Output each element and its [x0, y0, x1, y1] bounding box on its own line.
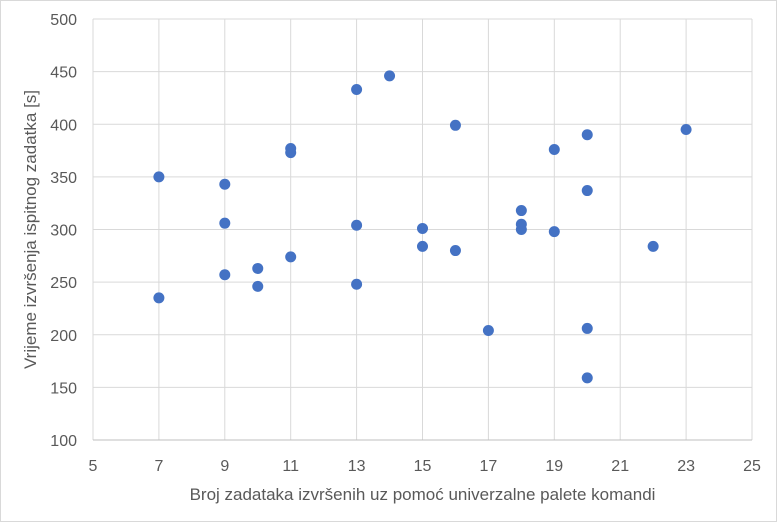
x-tick-label: 17 — [480, 458, 498, 475]
y-tick-label: 200 — [50, 328, 77, 345]
y-tick-label: 100 — [50, 433, 77, 450]
x-tick-label: 13 — [348, 458, 366, 475]
data-points — [153, 70, 692, 384]
data-point — [449, 245, 461, 257]
x-tick-label: 15 — [414, 458, 432, 475]
data-point — [548, 226, 560, 238]
x-tick-labels: 5 7 9 11 13 15 17 19 21 23 25 — [89, 458, 761, 475]
x-tick-label: 5 — [89, 458, 98, 475]
data-point — [384, 70, 396, 82]
data-point — [515, 224, 527, 235]
data-point — [153, 171, 165, 183]
y-tick-label: 350 — [50, 170, 77, 187]
y-tick-label: 500 — [50, 12, 77, 29]
x-tick-label: 19 — [545, 458, 563, 475]
data-point — [252, 280, 264, 292]
x-tick-label: 7 — [154, 458, 163, 475]
x-tick-label: 25 — [743, 458, 761, 475]
x-tick-label: 9 — [220, 458, 229, 475]
data-point — [680, 124, 692, 136]
x-tick-label: 23 — [677, 458, 695, 475]
data-point — [581, 322, 593, 334]
data-point — [153, 292, 165, 304]
data-point — [417, 222, 428, 234]
data-point — [647, 240, 659, 252]
data-point — [219, 217, 231, 229]
data-point — [351, 219, 363, 231]
y-tick-label: 250 — [50, 275, 77, 292]
data-point — [449, 119, 461, 131]
data-point — [548, 144, 560, 156]
x-tick-label: 11 — [282, 458, 299, 475]
data-point — [482, 325, 494, 337]
data-point — [581, 185, 593, 197]
y-axis-title: Vrijeme izvršenja ispitnog zadatka [s] — [21, 90, 40, 369]
x-axis-title: Broj zadataka izvršenih uz pomoć univerz… — [190, 485, 656, 504]
data-point — [515, 205, 527, 217]
data-point — [285, 251, 297, 263]
data-point — [351, 278, 363, 290]
data-point — [219, 269, 231, 281]
y-tick-label: 400 — [50, 117, 77, 134]
data-point — [219, 178, 231, 190]
y-tick-label: 450 — [50, 65, 77, 82]
y-tick-label: 150 — [50, 380, 77, 397]
data-point — [581, 372, 593, 384]
data-point — [285, 147, 297, 159]
y-tick-label: 300 — [50, 223, 77, 240]
data-point — [252, 262, 264, 274]
data-point — [417, 240, 428, 252]
data-point — [581, 129, 593, 141]
data-point — [351, 84, 363, 96]
y-tick-labels: 100 150 200 250 300 350 400 450 500 — [50, 12, 77, 450]
x-tick-label: 21 — [611, 458, 629, 475]
